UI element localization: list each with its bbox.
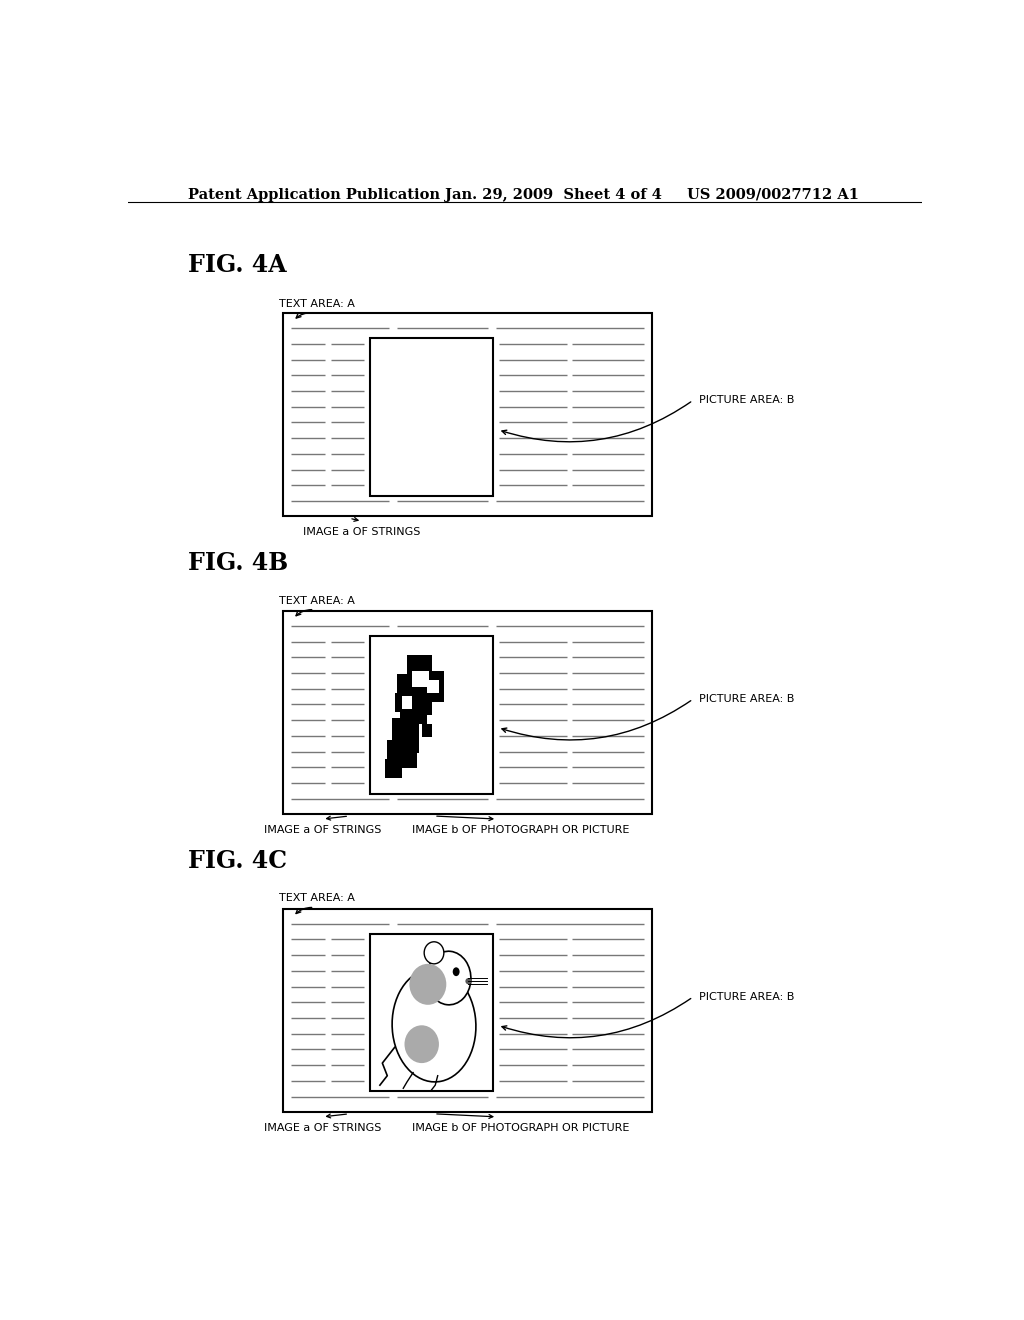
Text: Jan. 29, 2009  Sheet 4 of 4: Jan. 29, 2009 Sheet 4 of 4 <box>445 187 663 202</box>
Ellipse shape <box>427 952 471 1005</box>
Text: TEXT AREA: A: TEXT AREA: A <box>279 595 354 606</box>
Bar <box>410 671 443 700</box>
Text: FIG. 4A: FIG. 4A <box>187 253 286 277</box>
Bar <box>283 611 652 814</box>
Bar <box>283 313 652 516</box>
Bar <box>412 671 429 686</box>
Bar <box>370 935 494 1092</box>
Bar <box>427 680 439 693</box>
Bar <box>370 338 494 496</box>
Bar <box>397 675 415 696</box>
Text: PICTURE AREA: B: PICTURE AREA: B <box>699 395 795 405</box>
Text: FIG. 4B: FIG. 4B <box>187 552 288 576</box>
Text: IMAGE b OF PHOTOGRAPH OR PICTURE: IMAGE b OF PHOTOGRAPH OR PICTURE <box>412 1123 630 1133</box>
Bar <box>394 693 407 711</box>
Bar <box>387 741 412 766</box>
Text: IMAGE a OF STRINGS: IMAGE a OF STRINGS <box>264 1123 381 1133</box>
Ellipse shape <box>410 964 446 1005</box>
Text: PICTURE AREA: B: PICTURE AREA: B <box>699 694 795 704</box>
Text: TEXT AREA: A: TEXT AREA: A <box>279 894 354 903</box>
Text: Patent Application Publication: Patent Application Publication <box>187 187 439 202</box>
Text: US 2009/0027712 A1: US 2009/0027712 A1 <box>687 187 859 202</box>
Bar <box>422 725 431 737</box>
Bar <box>415 709 427 725</box>
Bar <box>370 636 494 793</box>
Bar <box>392 718 419 750</box>
Bar <box>402 696 412 709</box>
Text: TEXT AREA: A: TEXT AREA: A <box>279 298 354 309</box>
Bar <box>283 908 652 1111</box>
Ellipse shape <box>424 941 443 964</box>
Bar <box>407 741 419 752</box>
Bar <box>404 693 431 715</box>
Bar <box>407 655 431 680</box>
Ellipse shape <box>404 1026 439 1063</box>
Circle shape <box>453 968 460 975</box>
Bar <box>429 686 443 702</box>
Text: IMAGE a OF STRINGS: IMAGE a OF STRINGS <box>264 825 381 836</box>
Text: IMAGE a OF STRINGS: IMAGE a OF STRINGS <box>303 528 421 537</box>
Text: PICTURE AREA: B: PICTURE AREA: B <box>699 991 795 1002</box>
Ellipse shape <box>392 969 476 1082</box>
Text: IMAGE b OF PHOTOGRAPH OR PICTURE: IMAGE b OF PHOTOGRAPH OR PICTURE <box>412 825 630 836</box>
Bar <box>397 746 417 768</box>
Bar <box>399 711 419 734</box>
Bar <box>385 759 402 777</box>
Text: FIG. 4C: FIG. 4C <box>187 849 287 873</box>
Ellipse shape <box>465 978 471 985</box>
